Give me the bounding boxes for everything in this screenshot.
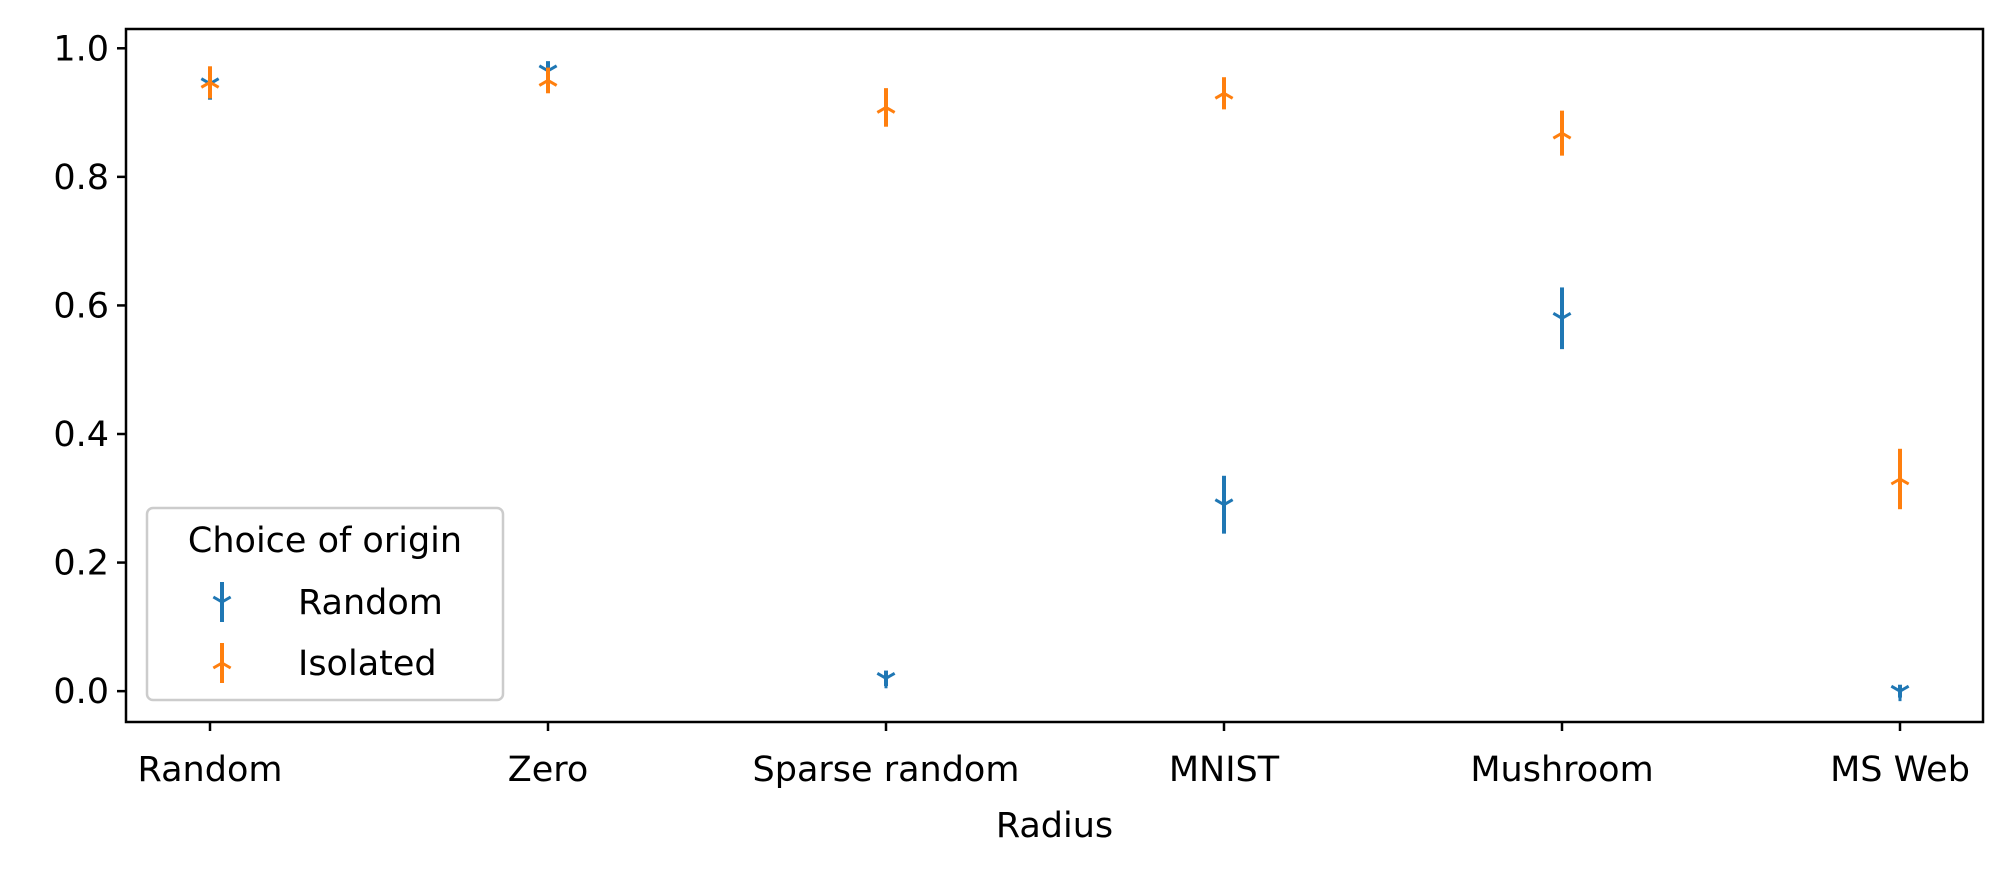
y-tick-label: 0.2 [53, 544, 109, 584]
x-tick-label: MS Web [1830, 750, 1970, 790]
legend-marker-isolated [212, 653, 232, 670]
data-point-isolated [1214, 83, 1234, 100]
data-point-isolated [538, 70, 558, 87]
y-tick-label: 1.0 [53, 29, 109, 69]
legend-box [145, 506, 505, 702]
data-point-random [876, 671, 896, 689]
data-point-isolated [876, 97, 896, 114]
x-axis: Random Zero Sparse random MNIST Mushroom MS W… [138, 722, 1970, 790]
y-tick-label: 0.6 [53, 286, 109, 326]
legend-title: Choice of origin [188, 521, 462, 561]
x-tick-label: Mushroom [1470, 750, 1653, 790]
y-tick-label: 0.8 [53, 158, 109, 198]
y-axis: 0.0 0.2 0.4 0.6 0.8 1.0 [53, 29, 126, 712]
legend-label-random: Random [298, 583, 443, 623]
data-point-isolated [1890, 469, 1910, 486]
legend-label-isolated: Isolated [298, 644, 437, 684]
data-point-random [1890, 684, 1910, 702]
y-tick-label: 0.0 [53, 672, 109, 712]
legend-marker-random [212, 595, 232, 612]
legend: Choice of origin Random Isolated [145, 506, 505, 702]
data-layer [200, 61, 1910, 702]
legend-entries: Random Isolated [212, 582, 443, 684]
x-tick-label: Sparse random [753, 750, 1020, 790]
x-tick-label: Random [138, 750, 283, 790]
x-tick-label: MNIST [1169, 750, 1280, 790]
x-tick-label: Zero [508, 750, 589, 790]
plot-frame [124, 27, 1985, 724]
data-point-isolated [1552, 123, 1572, 140]
y-tick-label: 0.4 [53, 415, 109, 455]
data-point-random [1552, 311, 1572, 329]
x-axis-label: Radius [996, 806, 1113, 846]
data-point-random [1214, 498, 1234, 515]
data-point-isolated [200, 72, 220, 89]
